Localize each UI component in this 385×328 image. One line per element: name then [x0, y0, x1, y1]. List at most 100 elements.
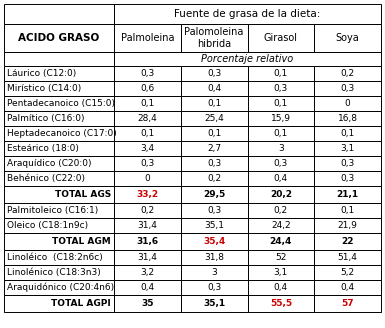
- Bar: [314, 81, 381, 96]
- Bar: [248, 24, 314, 52]
- Bar: [181, 156, 248, 171]
- Text: 0,1: 0,1: [274, 69, 288, 78]
- Bar: [314, 265, 381, 280]
- Text: ACIDO GRASO: ACIDO GRASO: [18, 33, 100, 43]
- Text: 0,2: 0,2: [140, 206, 154, 215]
- Text: 0,6: 0,6: [140, 84, 154, 93]
- Text: 3,4: 3,4: [140, 144, 154, 153]
- Bar: [4, 24, 114, 52]
- Bar: [181, 126, 248, 141]
- Bar: [114, 126, 181, 141]
- Text: 3,1: 3,1: [274, 268, 288, 277]
- Text: 57: 57: [341, 299, 354, 308]
- Bar: [248, 265, 314, 280]
- Bar: [181, 24, 248, 52]
- Bar: [181, 186, 248, 203]
- Text: 0,3: 0,3: [340, 84, 355, 93]
- Bar: [314, 250, 381, 265]
- Text: 3: 3: [278, 144, 284, 153]
- Bar: [248, 218, 314, 233]
- Bar: [114, 250, 181, 265]
- Text: 0,3: 0,3: [207, 159, 221, 168]
- Text: 35,1: 35,1: [203, 299, 225, 308]
- Bar: [4, 81, 114, 96]
- Bar: [248, 295, 314, 312]
- Bar: [248, 96, 314, 111]
- Bar: [4, 171, 114, 186]
- Bar: [314, 24, 381, 52]
- Text: 0,3: 0,3: [340, 174, 355, 183]
- Bar: [314, 280, 381, 295]
- Text: Soya: Soya: [336, 33, 360, 43]
- Bar: [114, 81, 181, 96]
- Bar: [4, 280, 114, 295]
- Text: Pentadecanoico (C15:0): Pentadecanoico (C15:0): [7, 99, 115, 108]
- Text: Palomoleina
hibrida: Palomoleina hibrida: [184, 27, 244, 49]
- Bar: [114, 96, 181, 111]
- Text: 0,3: 0,3: [207, 69, 221, 78]
- Bar: [248, 186, 314, 203]
- Bar: [248, 156, 314, 171]
- Bar: [4, 141, 114, 156]
- Text: 0: 0: [144, 174, 150, 183]
- Text: TOTAL AGS: TOTAL AGS: [55, 190, 111, 199]
- Bar: [4, 111, 114, 126]
- Bar: [181, 81, 248, 96]
- Bar: [248, 111, 314, 126]
- Text: Linoléico  (C18:2n6c): Linoléico (C18:2n6c): [7, 253, 103, 262]
- Bar: [4, 96, 114, 111]
- Bar: [181, 265, 248, 280]
- Bar: [181, 280, 248, 295]
- Text: 0,1: 0,1: [340, 206, 355, 215]
- Bar: [314, 156, 381, 171]
- Text: Láurico (C12:0): Láurico (C12:0): [7, 69, 76, 78]
- Bar: [181, 141, 248, 156]
- Bar: [248, 126, 314, 141]
- Text: Mirístico (C14:0): Mirístico (C14:0): [7, 84, 81, 93]
- Text: 0,1: 0,1: [140, 129, 154, 138]
- Bar: [314, 111, 381, 126]
- Text: Araquídico (C20:0): Araquídico (C20:0): [7, 159, 92, 168]
- Text: 0,2: 0,2: [207, 174, 221, 183]
- Bar: [314, 186, 381, 203]
- Text: 31,4: 31,4: [137, 221, 157, 230]
- Text: 0,3: 0,3: [207, 283, 221, 292]
- Text: Araquidónico (C20:4n6): Araquidónico (C20:4n6): [7, 283, 114, 292]
- Bar: [314, 126, 381, 141]
- Text: 0,1: 0,1: [274, 99, 288, 108]
- Text: Heptadecanoico (C17:0): Heptadecanoico (C17:0): [7, 129, 117, 138]
- Text: 22: 22: [341, 237, 354, 246]
- Bar: [4, 250, 114, 265]
- Bar: [248, 203, 314, 218]
- Bar: [4, 295, 114, 312]
- Bar: [314, 96, 381, 111]
- Text: TOTAL AGPI: TOTAL AGPI: [51, 299, 111, 308]
- Text: 16,8: 16,8: [338, 114, 358, 123]
- Bar: [114, 203, 181, 218]
- Bar: [314, 233, 381, 250]
- Bar: [114, 171, 181, 186]
- Text: Behénico (C22:0): Behénico (C22:0): [7, 174, 85, 183]
- Bar: [314, 66, 381, 81]
- Text: 0: 0: [345, 99, 350, 108]
- Text: 24,2: 24,2: [271, 221, 291, 230]
- Text: 0,3: 0,3: [340, 159, 355, 168]
- Text: 52: 52: [275, 253, 286, 262]
- Text: 31,4: 31,4: [137, 253, 157, 262]
- Bar: [181, 111, 248, 126]
- Text: 33,2: 33,2: [136, 190, 159, 199]
- Bar: [314, 171, 381, 186]
- Text: 15,9: 15,9: [271, 114, 291, 123]
- Bar: [181, 96, 248, 111]
- Text: 0,3: 0,3: [274, 159, 288, 168]
- Bar: [114, 280, 181, 295]
- Text: TOTAL AGM: TOTAL AGM: [52, 237, 111, 246]
- Bar: [314, 203, 381, 218]
- Text: 51,4: 51,4: [338, 253, 358, 262]
- Bar: [181, 233, 248, 250]
- Text: 31,6: 31,6: [136, 237, 159, 246]
- Bar: [4, 52, 114, 66]
- Bar: [114, 233, 181, 250]
- Bar: [114, 265, 181, 280]
- Text: Palmitoleico (C16:1): Palmitoleico (C16:1): [7, 206, 98, 215]
